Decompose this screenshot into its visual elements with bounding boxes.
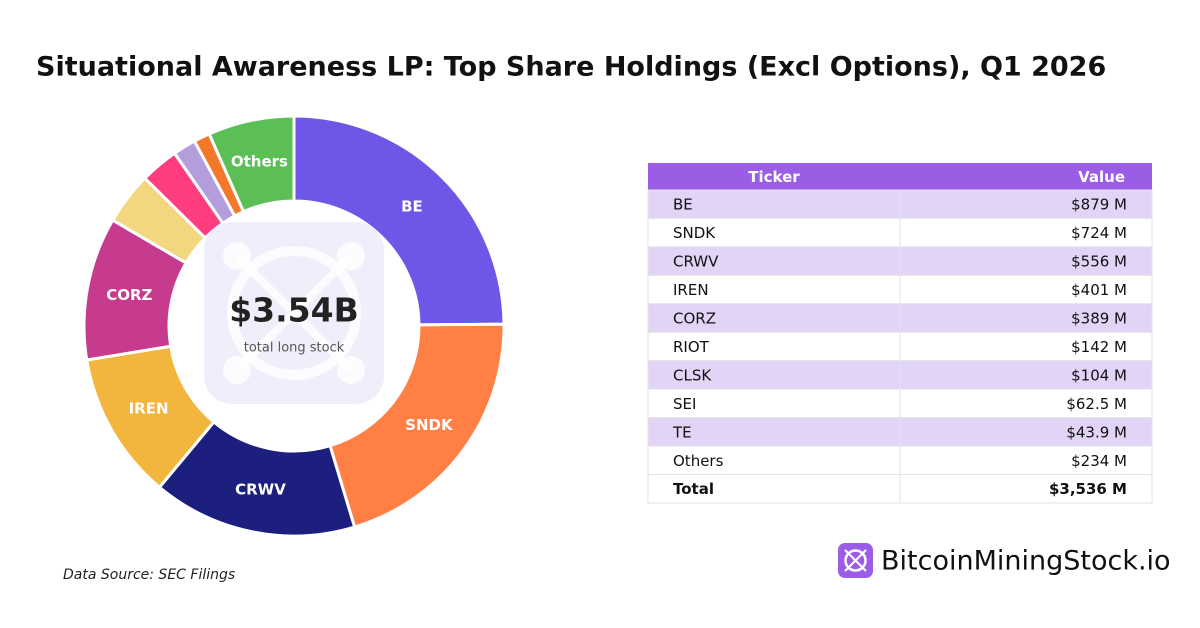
header-cell: Ticker bbox=[748, 168, 800, 186]
center-icon bbox=[204, 222, 384, 404]
value-cell: $724 M bbox=[1071, 224, 1127, 242]
ticker-cell: CLSK bbox=[673, 366, 712, 384]
value-cell: $389 M bbox=[1071, 310, 1127, 328]
ticker-cell: Others bbox=[673, 452, 724, 470]
value-cell: $401 M bbox=[1071, 281, 1127, 299]
slice bbox=[292, 114, 506, 327]
header-cell: Value bbox=[1078, 168, 1125, 186]
slice-label: CRWV bbox=[235, 481, 286, 499]
ticker-cell: TE bbox=[672, 423, 692, 441]
ticker-cell: IREN bbox=[673, 281, 709, 299]
center-value: $3.54B bbox=[229, 291, 359, 330]
ticker-cell: SEI bbox=[673, 395, 696, 413]
slice-label: SNDK bbox=[405, 416, 454, 434]
slice-label: Others bbox=[231, 153, 288, 171]
value-cell: $3,536 M bbox=[1049, 480, 1127, 498]
slice-label: BE bbox=[401, 198, 423, 216]
ticker-cell: SNDK bbox=[673, 224, 716, 242]
slice-label: IREN bbox=[129, 400, 169, 418]
value-cell: $234 M bbox=[1071, 452, 1127, 470]
ticker-cell: RIOT bbox=[673, 338, 710, 356]
value-cell: $104 M bbox=[1071, 366, 1127, 384]
ticker-cell: CRWV bbox=[673, 253, 719, 271]
value-cell: $43.9 M bbox=[1066, 423, 1127, 441]
slice-label: CORZ bbox=[106, 286, 152, 304]
table-header bbox=[648, 163, 1152, 190]
table: Ticker Value BE $879 M SNDK $724 M CRWV $556 M I… bbox=[647, 163, 1153, 504]
brand: BitcoinMiningStock.io bbox=[881, 546, 1171, 577]
ticker-cell: Total bbox=[673, 480, 714, 498]
slice bbox=[207, 114, 296, 214]
chart-title: Situational Awareness LP: Top Share Hold… bbox=[36, 52, 1106, 83]
source: Data Source: SEC Filings bbox=[63, 567, 235, 583]
slice bbox=[328, 322, 506, 529]
value-cell: $556 M bbox=[1071, 253, 1127, 271]
value-cell: $62.5 M bbox=[1066, 395, 1127, 413]
value-cell: $879 M bbox=[1071, 196, 1127, 214]
ticker-cell: BE bbox=[673, 196, 693, 214]
donut: BE SNDK CRWV IREN CORZ Others bbox=[82, 114, 506, 538]
ticker-cell: CORZ bbox=[673, 310, 716, 328]
value-cell: $142 M bbox=[1071, 338, 1127, 356]
center-caption: total long stock bbox=[244, 341, 345, 356]
brand-logo bbox=[838, 543, 873, 578]
